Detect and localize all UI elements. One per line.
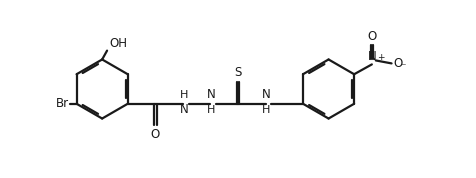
Text: N: N	[179, 103, 188, 116]
Text: N: N	[207, 88, 216, 101]
Text: H: H	[262, 105, 271, 115]
Text: H: H	[179, 90, 188, 100]
Text: H: H	[207, 105, 216, 115]
Text: O: O	[151, 128, 160, 141]
Text: N: N	[262, 88, 271, 101]
Text: O: O	[367, 30, 377, 43]
Text: O: O	[394, 57, 403, 70]
Text: ⁻: ⁻	[400, 62, 406, 72]
Text: Br: Br	[56, 97, 69, 110]
Text: S: S	[234, 66, 242, 79]
Text: OH: OH	[109, 37, 127, 50]
Text: N: N	[367, 50, 376, 63]
Text: +: +	[377, 53, 384, 62]
